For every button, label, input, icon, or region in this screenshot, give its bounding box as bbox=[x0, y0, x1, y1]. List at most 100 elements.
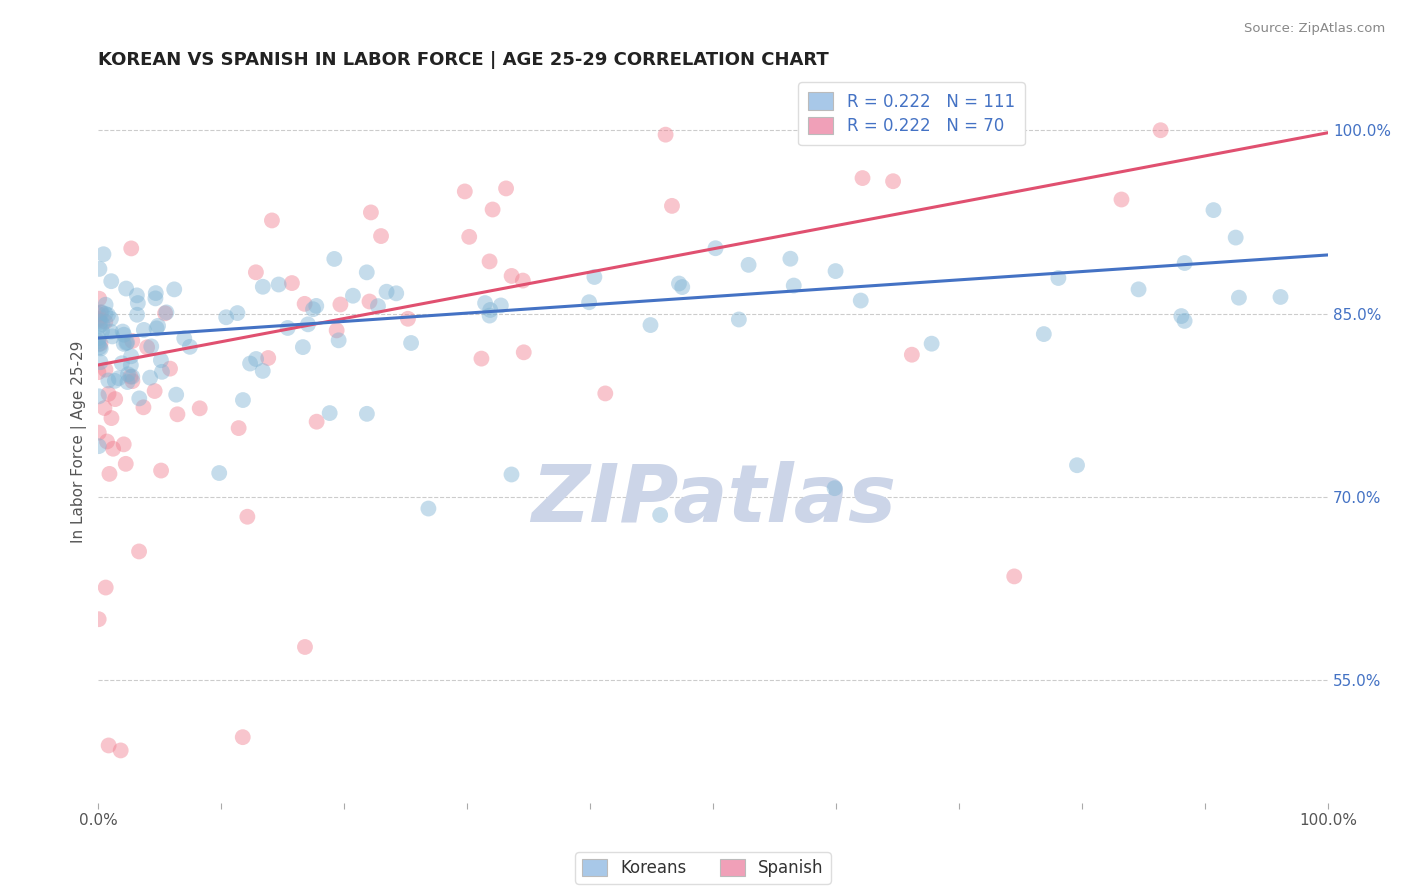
Point bbox=[150, 464, 173, 478]
Point bbox=[117, 368, 139, 382]
Point bbox=[120, 241, 142, 255]
Point bbox=[165, 387, 187, 401]
Point bbox=[87, 337, 110, 351]
Point bbox=[478, 309, 501, 323]
Point bbox=[396, 311, 419, 326]
Point bbox=[93, 401, 115, 415]
Point bbox=[901, 348, 924, 362]
Point bbox=[370, 229, 392, 244]
Point bbox=[375, 285, 398, 299]
Point bbox=[1174, 256, 1197, 270]
Point bbox=[117, 375, 139, 389]
Point bbox=[87, 313, 110, 327]
Point bbox=[236, 509, 259, 524]
Point bbox=[1174, 314, 1197, 328]
Point bbox=[143, 384, 166, 398]
Point bbox=[779, 252, 801, 266]
Point bbox=[1066, 458, 1088, 473]
Point bbox=[305, 415, 328, 429]
Point bbox=[87, 334, 110, 349]
Point bbox=[136, 340, 159, 354]
Point bbox=[1170, 309, 1192, 323]
Point bbox=[139, 370, 162, 384]
Point bbox=[87, 365, 110, 379]
Point bbox=[232, 392, 254, 407]
Point bbox=[474, 296, 496, 310]
Point bbox=[94, 307, 117, 321]
Point bbox=[578, 295, 600, 310]
Point bbox=[470, 351, 492, 366]
Point bbox=[513, 345, 536, 359]
Point bbox=[208, 466, 231, 480]
Point bbox=[318, 406, 340, 420]
Point bbox=[87, 612, 110, 626]
Point bbox=[120, 349, 142, 363]
Point bbox=[501, 268, 523, 283]
Point bbox=[654, 128, 676, 142]
Point bbox=[159, 361, 181, 376]
Point bbox=[104, 392, 127, 406]
Point bbox=[145, 286, 167, 301]
Point bbox=[323, 252, 346, 266]
Point bbox=[595, 386, 617, 401]
Y-axis label: In Labor Force | Age 25-29: In Labor Force | Age 25-29 bbox=[72, 341, 87, 543]
Point bbox=[145, 321, 167, 335]
Point bbox=[87, 425, 110, 440]
Point bbox=[97, 374, 120, 388]
Point bbox=[281, 276, 304, 290]
Point bbox=[90, 342, 112, 356]
Point bbox=[89, 305, 111, 319]
Point bbox=[481, 202, 503, 217]
Point bbox=[101, 442, 124, 456]
Point bbox=[89, 315, 111, 329]
Point bbox=[90, 305, 112, 319]
Point bbox=[1128, 282, 1150, 296]
Point bbox=[478, 254, 501, 268]
Point bbox=[121, 334, 143, 348]
Point bbox=[115, 281, 138, 295]
Point bbox=[849, 293, 872, 308]
Point bbox=[921, 336, 943, 351]
Point bbox=[245, 351, 267, 366]
Point bbox=[728, 312, 751, 326]
Text: ZIPatlas: ZIPatlas bbox=[530, 460, 896, 539]
Point bbox=[97, 308, 120, 322]
Point bbox=[91, 317, 114, 331]
Point bbox=[128, 544, 150, 558]
Point bbox=[385, 286, 408, 301]
Point bbox=[153, 306, 176, 320]
Point bbox=[112, 327, 135, 342]
Point bbox=[111, 325, 134, 339]
Point bbox=[94, 298, 117, 312]
Point bbox=[1047, 271, 1070, 285]
Point bbox=[110, 743, 132, 757]
Point bbox=[87, 331, 110, 345]
Point bbox=[512, 274, 534, 288]
Point bbox=[704, 241, 727, 255]
Point bbox=[179, 340, 201, 354]
Point bbox=[87, 389, 110, 403]
Point bbox=[127, 308, 149, 322]
Point bbox=[1002, 569, 1025, 583]
Point bbox=[328, 334, 350, 348]
Point bbox=[1111, 193, 1133, 207]
Point bbox=[1202, 203, 1225, 218]
Point bbox=[257, 351, 280, 365]
Point bbox=[1149, 123, 1171, 137]
Point bbox=[1270, 290, 1292, 304]
Point bbox=[297, 318, 319, 332]
Point bbox=[112, 337, 135, 351]
Point bbox=[356, 265, 378, 279]
Point bbox=[399, 336, 422, 351]
Point bbox=[252, 279, 274, 293]
Legend: Koreans, Spanish: Koreans, Spanish bbox=[575, 852, 831, 884]
Point bbox=[89, 261, 111, 276]
Point bbox=[1227, 291, 1250, 305]
Point bbox=[94, 362, 117, 376]
Point bbox=[120, 358, 142, 372]
Point bbox=[650, 508, 672, 522]
Point bbox=[239, 357, 262, 371]
Point bbox=[107, 371, 129, 385]
Point bbox=[166, 407, 188, 421]
Point bbox=[329, 297, 352, 311]
